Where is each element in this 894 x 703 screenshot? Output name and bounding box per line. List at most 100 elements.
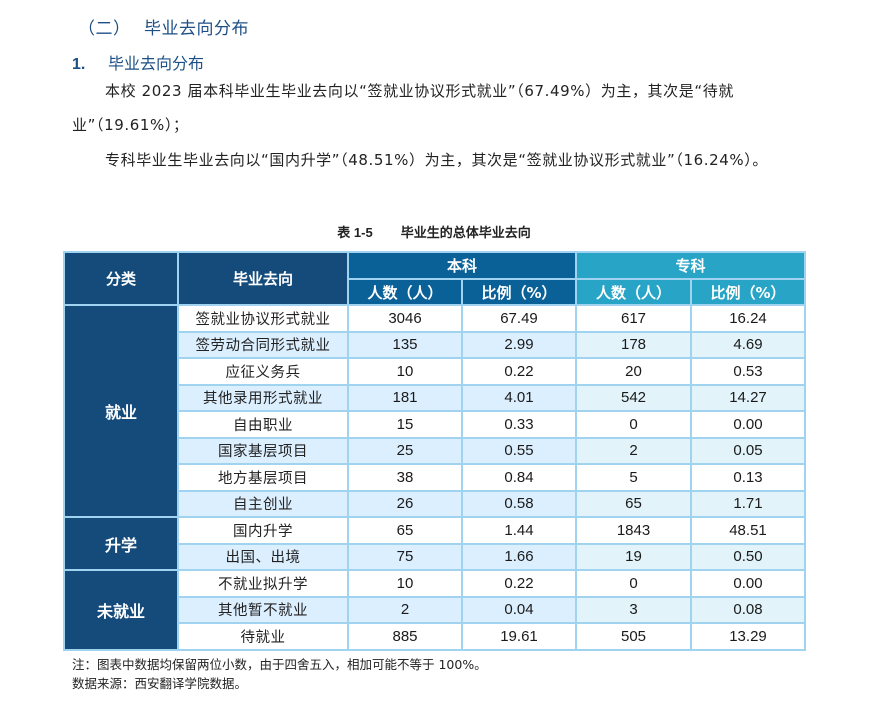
junior-ratio-cell: 0.53 <box>690 357 806 386</box>
junior-count-cell: 542 <box>575 383 692 412</box>
undergrad-ratio-cell: 0.22 <box>461 569 577 598</box>
destination-cell: 其他录用形式就业 <box>177 383 349 412</box>
destination-cell: 出国、出境 <box>177 542 349 571</box>
junior-count-cell: 0 <box>575 410 692 439</box>
table-row: 自由职业 15 0.33 0 0.00 <box>64 410 806 439</box>
undergrad-ratio-cell: 19.61 <box>461 622 577 651</box>
section-title: 毕业去向分布 <box>144 19 249 39</box>
header-row-2: 人数（人） 比例（%） 人数（人） 比例（%） <box>64 278 806 306</box>
undergrad-count-cell: 15 <box>347 410 463 439</box>
destination-cell: 不就业拟升学 <box>177 569 349 598</box>
undergrad-count-cell: 25 <box>347 436 463 465</box>
table-row: 国家基层项目 25 0.55 2 0.05 <box>64 436 806 465</box>
undergrad-count-cell: 2 <box>347 595 463 624</box>
header-destination: 毕业去向 <box>177 251 349 306</box>
undergrad-ratio-cell: 0.55 <box>461 436 577 465</box>
undergrad-count-cell: 135 <box>347 330 463 359</box>
destination-cell: 自主创业 <box>177 489 349 518</box>
table-row: 就业 签就业协议形式就业 3046 67.49 617 16.24 <box>63 304 806 518</box>
undergrad-ratio-cell: 0.33 <box>461 410 577 439</box>
header-category: 分类 <box>63 251 179 306</box>
header-undergrad: 本科 <box>347 251 577 280</box>
table-row: 未就业 不就业拟升学 10 0.22 0 0.00 <box>63 569 806 651</box>
group-employed: 就业 <box>63 304 179 518</box>
table-row: 其他录用形式就业 181 4.01 542 14.27 <box>64 383 806 412</box>
table-caption-number: 表 1-5 <box>337 225 373 240</box>
junior-count-cell: 65 <box>575 489 692 518</box>
table-row: 升学 国内升学 65 1.44 1843 48.51 <box>63 516 806 571</box>
header-junior-count: 人数（人） <box>575 278 692 306</box>
destination-cell: 国内升学 <box>177 516 349 545</box>
table-caption: 表 1-5 毕业生的总体毕业去向 <box>0 222 868 241</box>
subsection-heading: 1. 毕业去向分布 <box>72 50 204 74</box>
header-row-1: 分类 毕业去向 本科 专科 <box>63 251 806 306</box>
junior-count-cell: 3 <box>575 595 692 624</box>
subsection-number: 1. <box>72 56 86 73</box>
undergrad-count-cell: 3046 <box>347 304 463 333</box>
junior-ratio-cell: 0.00 <box>690 569 806 598</box>
junior-count-cell: 505 <box>575 622 692 651</box>
undergrad-ratio-cell: 1.66 <box>461 542 577 571</box>
data-source-note: 数据来源：西安翻译学院数据。 <box>72 676 248 691</box>
junior-ratio-cell: 0.05 <box>690 436 806 465</box>
junior-ratio-cell: 0.08 <box>690 595 806 624</box>
junior-count-cell: 5 <box>575 463 692 492</box>
subsection-title: 毕业去向分布 <box>108 54 205 73</box>
junior-ratio-cell: 48.51 <box>690 516 806 545</box>
destination-cell: 地方基层项目 <box>177 463 349 492</box>
table-row: 签劳动合同形式就业 135 2.99 178 4.69 <box>64 330 806 359</box>
undergrad-ratio-cell: 1.44 <box>461 516 577 545</box>
undergrad-ratio-cell: 0.04 <box>461 595 577 624</box>
undergrad-ratio-cell: 67.49 <box>461 304 577 333</box>
paragraph-junior: 专科毕业生毕业去向以“国内升学”（48.51%）为主，其次是“签就业协议形式就业… <box>105 151 768 169</box>
junior-count-cell: 1843 <box>575 516 692 545</box>
undergrad-count-cell: 38 <box>347 463 463 492</box>
junior-count-cell: 20 <box>575 357 692 386</box>
destination-table: 分类 毕业去向 本科 专科 人数（人） 比例（%） 人数（人） 比例（%） 就业… <box>63 251 806 651</box>
junior-ratio-cell: 1.71 <box>690 489 806 518</box>
undergrad-ratio-cell: 2.99 <box>461 330 577 359</box>
table-row: 应征义务兵 10 0.22 20 0.53 <box>64 357 806 386</box>
destination-cell: 签就业协议形式就业 <box>177 304 349 333</box>
table-row: 地方基层项目 38 0.84 5 0.13 <box>64 463 806 492</box>
undergrad-ratio-cell: 0.58 <box>461 489 577 518</box>
junior-count-cell: 617 <box>575 304 692 333</box>
header-junior: 专科 <box>575 251 806 280</box>
destination-cell: 国家基层项目 <box>177 436 349 465</box>
destination-cell: 待就业 <box>177 622 349 651</box>
junior-count-cell: 19 <box>575 542 692 571</box>
table-row: 自主创业 26 0.58 65 1.71 <box>64 489 806 518</box>
junior-ratio-cell: 16.24 <box>690 304 806 333</box>
destination-cell: 应征义务兵 <box>177 357 349 386</box>
junior-ratio-cell: 0.50 <box>690 542 806 571</box>
junior-ratio-cell: 0.13 <box>690 463 806 492</box>
group-further-study: 升学 <box>63 516 179 571</box>
table-caption-title: 毕业生的总体毕业去向 <box>400 226 531 241</box>
undergrad-count-cell: 75 <box>347 542 463 571</box>
undergrad-ratio-cell: 4.01 <box>461 383 577 412</box>
junior-ratio-cell: 4.69 <box>690 330 806 359</box>
undergrad-ratio-cell: 0.22 <box>461 357 577 386</box>
junior-ratio-cell: 13.29 <box>690 622 806 651</box>
section-heading: （二） 毕业去向分布 <box>78 14 249 39</box>
header-undergrad-count: 人数（人） <box>347 278 463 306</box>
undergrad-count-cell: 10 <box>347 357 463 386</box>
section-number: （二） <box>78 19 131 39</box>
undergrad-count-cell: 181 <box>347 383 463 412</box>
destination-cell: 自由职业 <box>177 410 349 439</box>
table-row: 待就业 885 19.61 505 13.29 <box>64 622 806 651</box>
junior-count-cell: 178 <box>575 330 692 359</box>
undergrad-count-cell: 65 <box>347 516 463 545</box>
undergrad-ratio-cell: 0.84 <box>461 463 577 492</box>
group-not-employed: 未就业 <box>63 569 179 651</box>
header-junior-ratio: 比例（%） <box>690 278 806 306</box>
undergrad-count-cell: 26 <box>347 489 463 518</box>
destination-cell: 其他暂不就业 <box>177 595 349 624</box>
junior-count-cell: 0 <box>575 569 692 598</box>
paragraph-undergrad: 本校 2023 届本科毕业生毕业去向以“签就业协议形式就业”（67.49%）为主… <box>72 82 734 134</box>
undergrad-count-cell: 10 <box>347 569 463 598</box>
junior-ratio-cell: 0.00 <box>690 410 806 439</box>
table-note: 注：图表中数据均保留两位小数，由于四舍五入，相加可能不等于 100%。 <box>72 657 487 672</box>
destination-cell: 签劳动合同形式就业 <box>177 330 349 359</box>
junior-ratio-cell: 14.27 <box>690 383 806 412</box>
